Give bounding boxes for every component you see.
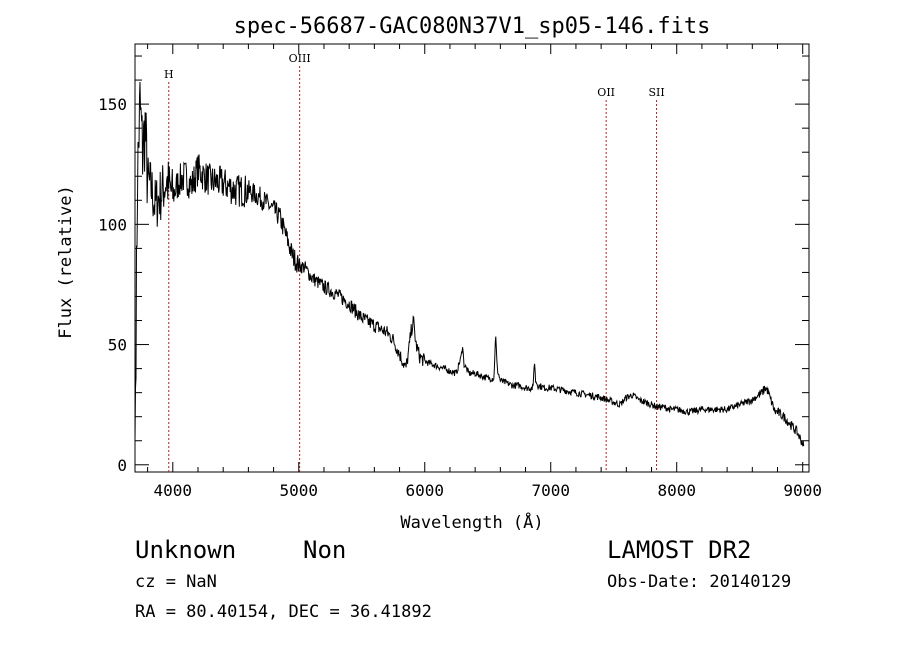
x-tick-label: 6000 bbox=[405, 481, 444, 500]
survey-name: LAMOST DR2 bbox=[607, 536, 752, 564]
axis-ticks: 4000 5000 6000 7000 8000 9000 0 50 100 150 bbox=[98, 44, 822, 500]
spectrum-line bbox=[134, 81, 805, 447]
spectral-line-label: SII bbox=[648, 86, 664, 99]
spectral-line-label: OIII bbox=[289, 52, 311, 65]
y-tick-label: 50 bbox=[108, 336, 127, 355]
object-class: Unknown bbox=[135, 536, 237, 564]
y-tick-label: 150 bbox=[98, 95, 127, 114]
y-axis-label: Flux (relative) bbox=[56, 185, 76, 339]
spectral-line-label: OII bbox=[597, 86, 615, 99]
x-tick-label: 8000 bbox=[657, 481, 696, 500]
y-tick-label: 0 bbox=[117, 456, 127, 475]
object-subclass: Non bbox=[303, 536, 347, 564]
y-tick-label: 100 bbox=[98, 215, 127, 234]
x-axis-label: Wavelength (Å) bbox=[400, 511, 543, 533]
ra-dec-coordinates: RA = 80.40154, DEC = 36.41892 bbox=[135, 602, 432, 622]
plot-frame bbox=[134, 43, 810, 473]
x-tick-label: 9000 bbox=[783, 481, 822, 500]
spectral-line-markers: H OIII OII SII bbox=[164, 52, 665, 472]
x-tick-label: 5000 bbox=[280, 481, 319, 500]
spectrum-series bbox=[134, 81, 805, 447]
spectral-line-label: H bbox=[164, 68, 174, 81]
redshift-cz: cz = NaN bbox=[135, 572, 217, 592]
observation-date: Obs-Date: 20140129 bbox=[607, 572, 792, 592]
x-tick-label: 4000 bbox=[154, 481, 193, 500]
x-tick-label: 7000 bbox=[531, 481, 570, 500]
chart-title: spec-56687-GAC080N37V1_sp05-146.fits bbox=[234, 14, 711, 39]
